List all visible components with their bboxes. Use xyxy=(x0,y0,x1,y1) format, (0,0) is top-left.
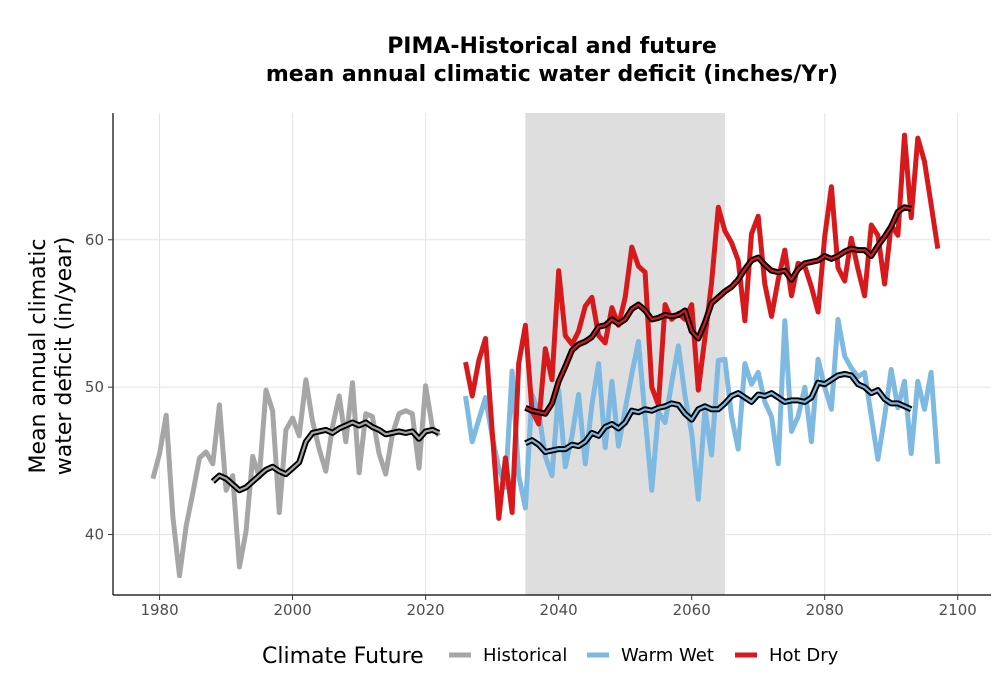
series-lines xyxy=(150,132,941,579)
y-axis-title-line-1: Mean annual climatic xyxy=(26,239,51,474)
series-line-hot-dry xyxy=(463,132,941,521)
y-axis-title-line-2: water deficit (in/year) xyxy=(52,237,77,476)
legend: Climate Future Historical Warm Wet Hot D… xyxy=(262,644,839,669)
historical-period-shading xyxy=(525,113,725,595)
chart-title-line-2: mean annual climatic water deficit (inch… xyxy=(266,62,838,87)
shaded-period xyxy=(525,113,725,595)
legend-label-hot-dry: Hot Dry xyxy=(769,645,839,666)
x-tick-label-2080: 2080 xyxy=(806,601,844,619)
x-tick-label-2060: 2060 xyxy=(673,601,711,619)
x-tick-label-1980: 1980 xyxy=(140,601,178,619)
axes xyxy=(108,113,991,600)
x-tick-label-2040: 2040 xyxy=(540,601,578,619)
y-axis-title: Mean annual climatic water deficit (in/y… xyxy=(26,237,77,476)
x-tick-label-2000: 2000 xyxy=(273,601,311,619)
y-tick-label-50: 50 xyxy=(85,378,104,396)
series-line-historical xyxy=(150,377,441,579)
x-tick-label-2020: 2020 xyxy=(407,601,445,619)
smooth-line-hot-dry xyxy=(524,206,912,415)
y-tick-label-40: 40 xyxy=(85,526,104,544)
x-tick-label-2100: 2100 xyxy=(939,601,977,619)
tick-labels: 1980 2000 2020 2040 2060 2080 2100 40 50 60 xyxy=(85,231,977,619)
smooth-line-warm-wet xyxy=(524,372,912,454)
y-tick-label-60: 60 xyxy=(85,231,104,249)
chart-title-line-1: PIMA-Historical and future xyxy=(387,34,717,59)
legend-label-warm-wet: Warm Wet xyxy=(621,645,714,666)
legend-title: Climate Future xyxy=(262,644,424,669)
smooth-line-historical xyxy=(212,421,440,492)
legend-label-historical: Historical xyxy=(483,645,567,666)
